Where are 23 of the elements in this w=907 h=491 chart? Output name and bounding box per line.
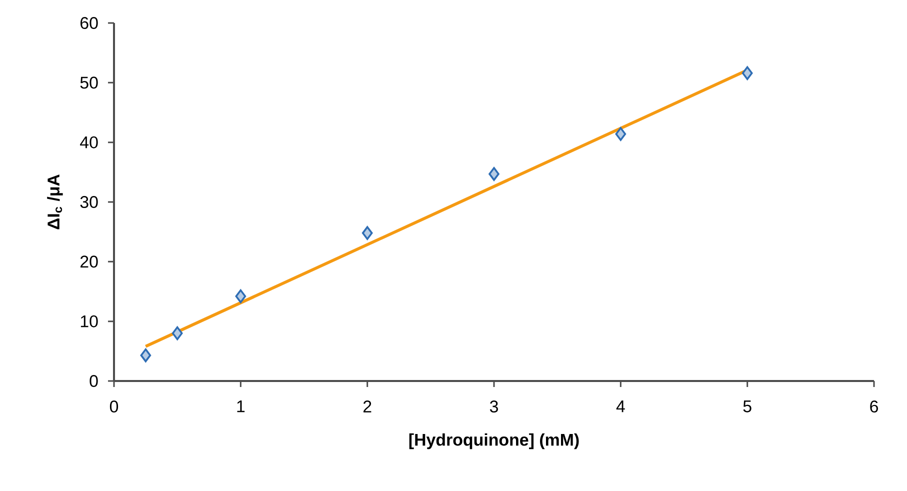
y-tick-label: 40: [80, 136, 98, 148]
point: [362, 226, 373, 240]
y-tick-label: 10: [80, 315, 98, 328]
y-axis-title: ΔI$_{c}$ /μA: [47, 174, 63, 230]
x-tick-label: 4: [616, 400, 625, 412]
y-tick-label: 30: [80, 196, 98, 208]
point: [615, 127, 626, 141]
y-tick-label: 60: [80, 17, 98, 30]
point: [140, 348, 152, 362]
x-tick-label: 1: [237, 400, 245, 412]
x-tick-label: 5: [743, 400, 752, 412]
x-tick-label: 0: [110, 400, 118, 413]
x-axis-title: [Hydroquinone] (mM): [409, 433, 579, 450]
point: [742, 66, 753, 80]
point: [235, 289, 246, 304]
point: [172, 326, 183, 340]
x-tick-label: 6: [870, 400, 878, 413]
y-tick-label: 20: [80, 256, 98, 268]
y-tick-label: 0: [90, 375, 98, 387]
y-tick-label: 50: [80, 76, 98, 89]
point: [488, 167, 500, 181]
x-tick-label: 3: [490, 400, 498, 413]
x-tick-label: 2: [363, 400, 372, 412]
